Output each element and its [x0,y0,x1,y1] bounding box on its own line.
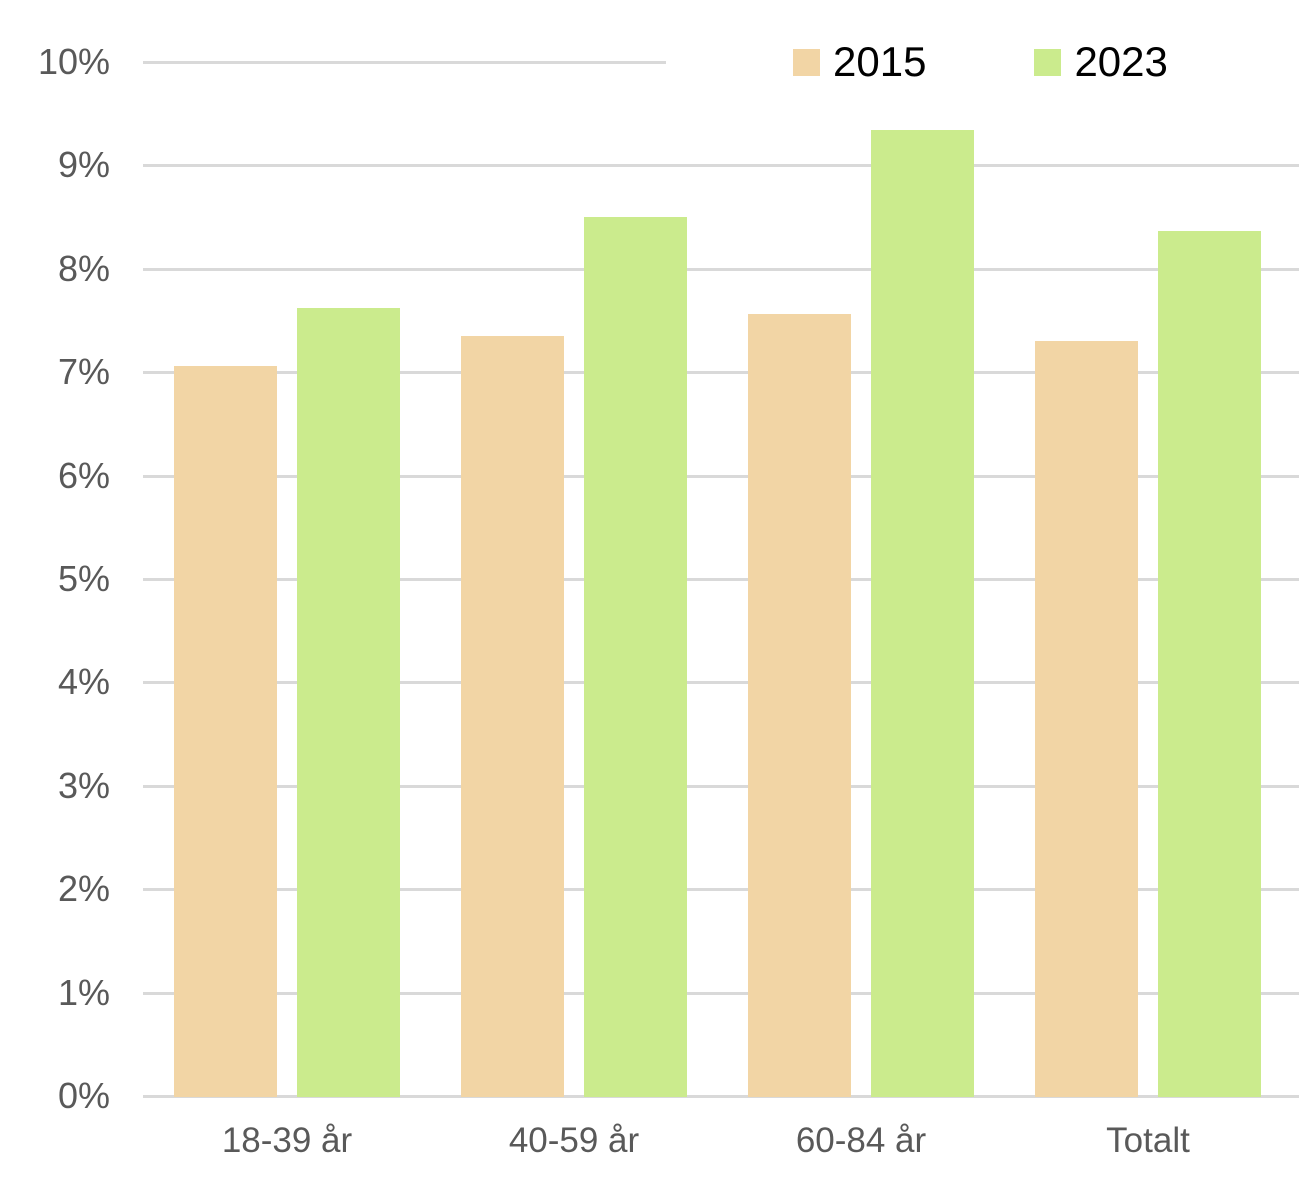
x-axis-label-60-84-ar: 60-84 år [795,1121,927,1160]
legend: 2015 2023 [666,30,1299,94]
bar-2023-60-84-ar [871,130,974,1097]
x-axis-label-totalt: Totalt [1106,1121,1190,1160]
gridline-5pct [143,578,1299,581]
y-axis-tick-label-7pct: 7% [57,351,110,393]
gridline-4pct [143,681,1299,685]
gridline-3pct [143,784,1299,788]
bar-2023-totalt [1158,230,1261,1097]
x-axis-label-40-59-ar: 40-59 år [508,1121,640,1160]
y-axis-tick-label-3pct: 3% [57,764,110,806]
legend-swatch-2023 [1034,48,1062,76]
gridline-1pct [143,991,1299,995]
legend-item-2023: 2023 [1034,38,1168,85]
gridline-2pct [143,888,1299,892]
y-axis-tick-label-10pct: 10% [37,41,110,82]
gridline-6pct [143,474,1299,478]
bar-2015-40-59-ar [461,335,564,1097]
bar-2015-totalt [1035,341,1138,1097]
x-axis-label-18-39-ar: 18-39 år [221,1121,353,1160]
bar-2023-40-59-ar [584,217,687,1097]
y-axis-tick-label-1pct: 1% [57,971,110,1013]
y-axis-tick-label-5pct: 5% [57,558,110,599]
bar-2015-18-39-ar [174,365,277,1097]
y-axis-tick-label-4pct: 4% [57,661,110,703]
y-axis-tick-label-0pct: 0% [57,1075,110,1116]
gridline-8pct [143,267,1299,271]
legend-swatch-2015 [793,48,820,76]
legend-label-2023: 2023 [1074,38,1168,85]
y-axis-tick-label-9pct: 9% [57,144,110,186]
y-axis-tick-label-2pct: 2% [57,868,110,910]
bar-2023-18-39-ar [297,308,400,1097]
gridline-7pct [143,371,1299,375]
gridline-9pct [143,164,1299,168]
gridline-0pct [143,1095,1299,1098]
legend-item-2015: 2015 [793,41,926,83]
legend-label-2015: 2015 [833,38,927,85]
y-axis-tick-label-8pct: 8% [57,247,110,289]
bar-2015-60-84-ar [748,314,851,1097]
y-axis-tick-label-6pct: 6% [57,454,110,496]
